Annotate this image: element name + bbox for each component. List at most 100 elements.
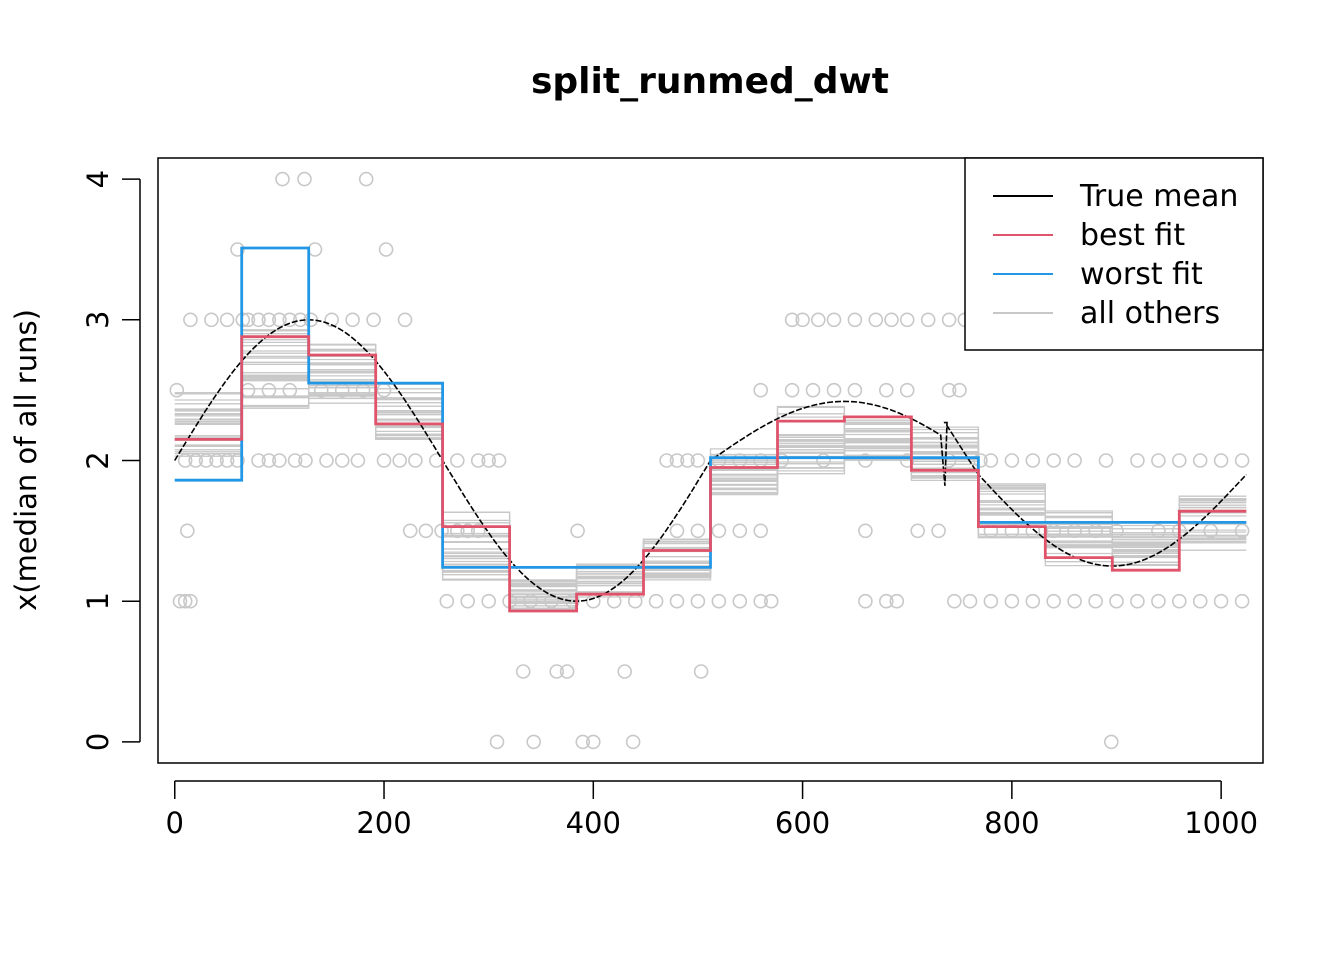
data-point: [1067, 453, 1082, 468]
data-point: [941, 312, 957, 328]
data-point: [261, 312, 277, 328]
data-point: [1088, 593, 1103, 609]
data-point: [1046, 593, 1061, 609]
data-point: [669, 593, 685, 609]
legend-box: [964, 157, 1264, 351]
data-point: [1172, 593, 1187, 609]
data-point: [669, 523, 685, 539]
data-point: [376, 382, 392, 398]
data-point: [753, 382, 769, 398]
data-point: [1192, 593, 1208, 609]
data-point: [559, 664, 575, 679]
data-point: [1130, 593, 1145, 609]
y-tick-label: 0: [81, 733, 115, 751]
data-point: [397, 312, 413, 328]
data-point: [297, 171, 312, 187]
y-tick-label: 3: [81, 311, 115, 329]
chart-title: split_runmed_dwt: [531, 61, 889, 102]
data-point: [625, 734, 641, 750]
data-point: [1098, 453, 1114, 468]
data-point: [1025, 593, 1041, 609]
data-point: [711, 593, 727, 609]
data-point: [1004, 453, 1020, 468]
data-point: [1192, 453, 1208, 468]
data-point: [287, 453, 303, 468]
data-point: [732, 593, 748, 609]
data-point: [282, 382, 298, 398]
data-point: [878, 382, 894, 398]
data-point: [1104, 734, 1119, 750]
data-point: [878, 593, 894, 609]
legend: True mean best fit worst fit all others: [964, 157, 1264, 351]
data-point: [261, 453, 277, 468]
data-point: [753, 593, 769, 609]
data-point: [585, 734, 601, 750]
data-point: [946, 593, 962, 609]
data-point: [884, 312, 899, 328]
data-point: [449, 453, 465, 468]
data-point: [366, 312, 381, 328]
y-tick-label: 4: [81, 170, 115, 188]
data-point: [693, 664, 709, 679]
best-fit-line: [174, 335, 1247, 613]
data-point: [810, 312, 826, 328]
fit-series: [174, 246, 1247, 613]
data-point: [805, 382, 821, 398]
data-point: [334, 453, 350, 468]
data-point: [858, 593, 873, 609]
data-point: [275, 171, 290, 187]
data-point: [952, 382, 967, 398]
data-point: [402, 523, 418, 539]
data-point: [1213, 593, 1229, 609]
data-point: [491, 453, 507, 468]
data-point: [1109, 593, 1124, 609]
data-point: [1067, 593, 1082, 609]
data-point: [847, 382, 863, 398]
data-point: [899, 312, 915, 328]
data-point: [575, 734, 591, 750]
data-point: [272, 312, 287, 328]
x-tick-label: 800: [984, 806, 1039, 840]
data-point: [439, 593, 455, 609]
data-point: [460, 593, 476, 609]
data-point: [617, 664, 633, 679]
y-axis-label: x(median of all runs): [9, 309, 43, 611]
x-tick-label: 600: [775, 806, 830, 840]
data-point: [784, 382, 800, 398]
data-point: [307, 242, 323, 257]
data-point: [711, 523, 727, 539]
data-point: [983, 453, 999, 468]
data-point: [292, 312, 308, 328]
data-point: [251, 453, 266, 468]
data-point: [1234, 453, 1250, 468]
y-tick-label: 1: [81, 592, 115, 610]
data-point: [763, 593, 779, 609]
data-point: [172, 593, 188, 609]
data-point: [358, 171, 374, 187]
data-point: [272, 453, 287, 468]
data-point: [973, 453, 988, 468]
data-point: [489, 734, 505, 750]
data-point: [889, 593, 905, 609]
data-point: [1234, 593, 1250, 609]
data-point: [183, 593, 198, 609]
data-point: [920, 312, 936, 328]
data-point: [169, 382, 185, 398]
data-point: [376, 453, 392, 468]
data-point: [350, 453, 366, 468]
data-point: [941, 382, 957, 398]
data-point: [690, 523, 706, 539]
data-point: [324, 312, 340, 328]
data-point: [230, 242, 245, 257]
data-point: [690, 453, 706, 468]
data-point: [1025, 453, 1041, 468]
data-point: [847, 312, 863, 328]
data-point: [1151, 523, 1166, 539]
y-axis: 0 1 2 3 4: [81, 170, 141, 751]
data-point: [418, 523, 434, 539]
data-point: [1130, 453, 1145, 468]
data-point: [428, 453, 444, 468]
data-point: [183, 312, 198, 328]
data-point: [481, 593, 497, 609]
data-point: [1213, 453, 1229, 468]
